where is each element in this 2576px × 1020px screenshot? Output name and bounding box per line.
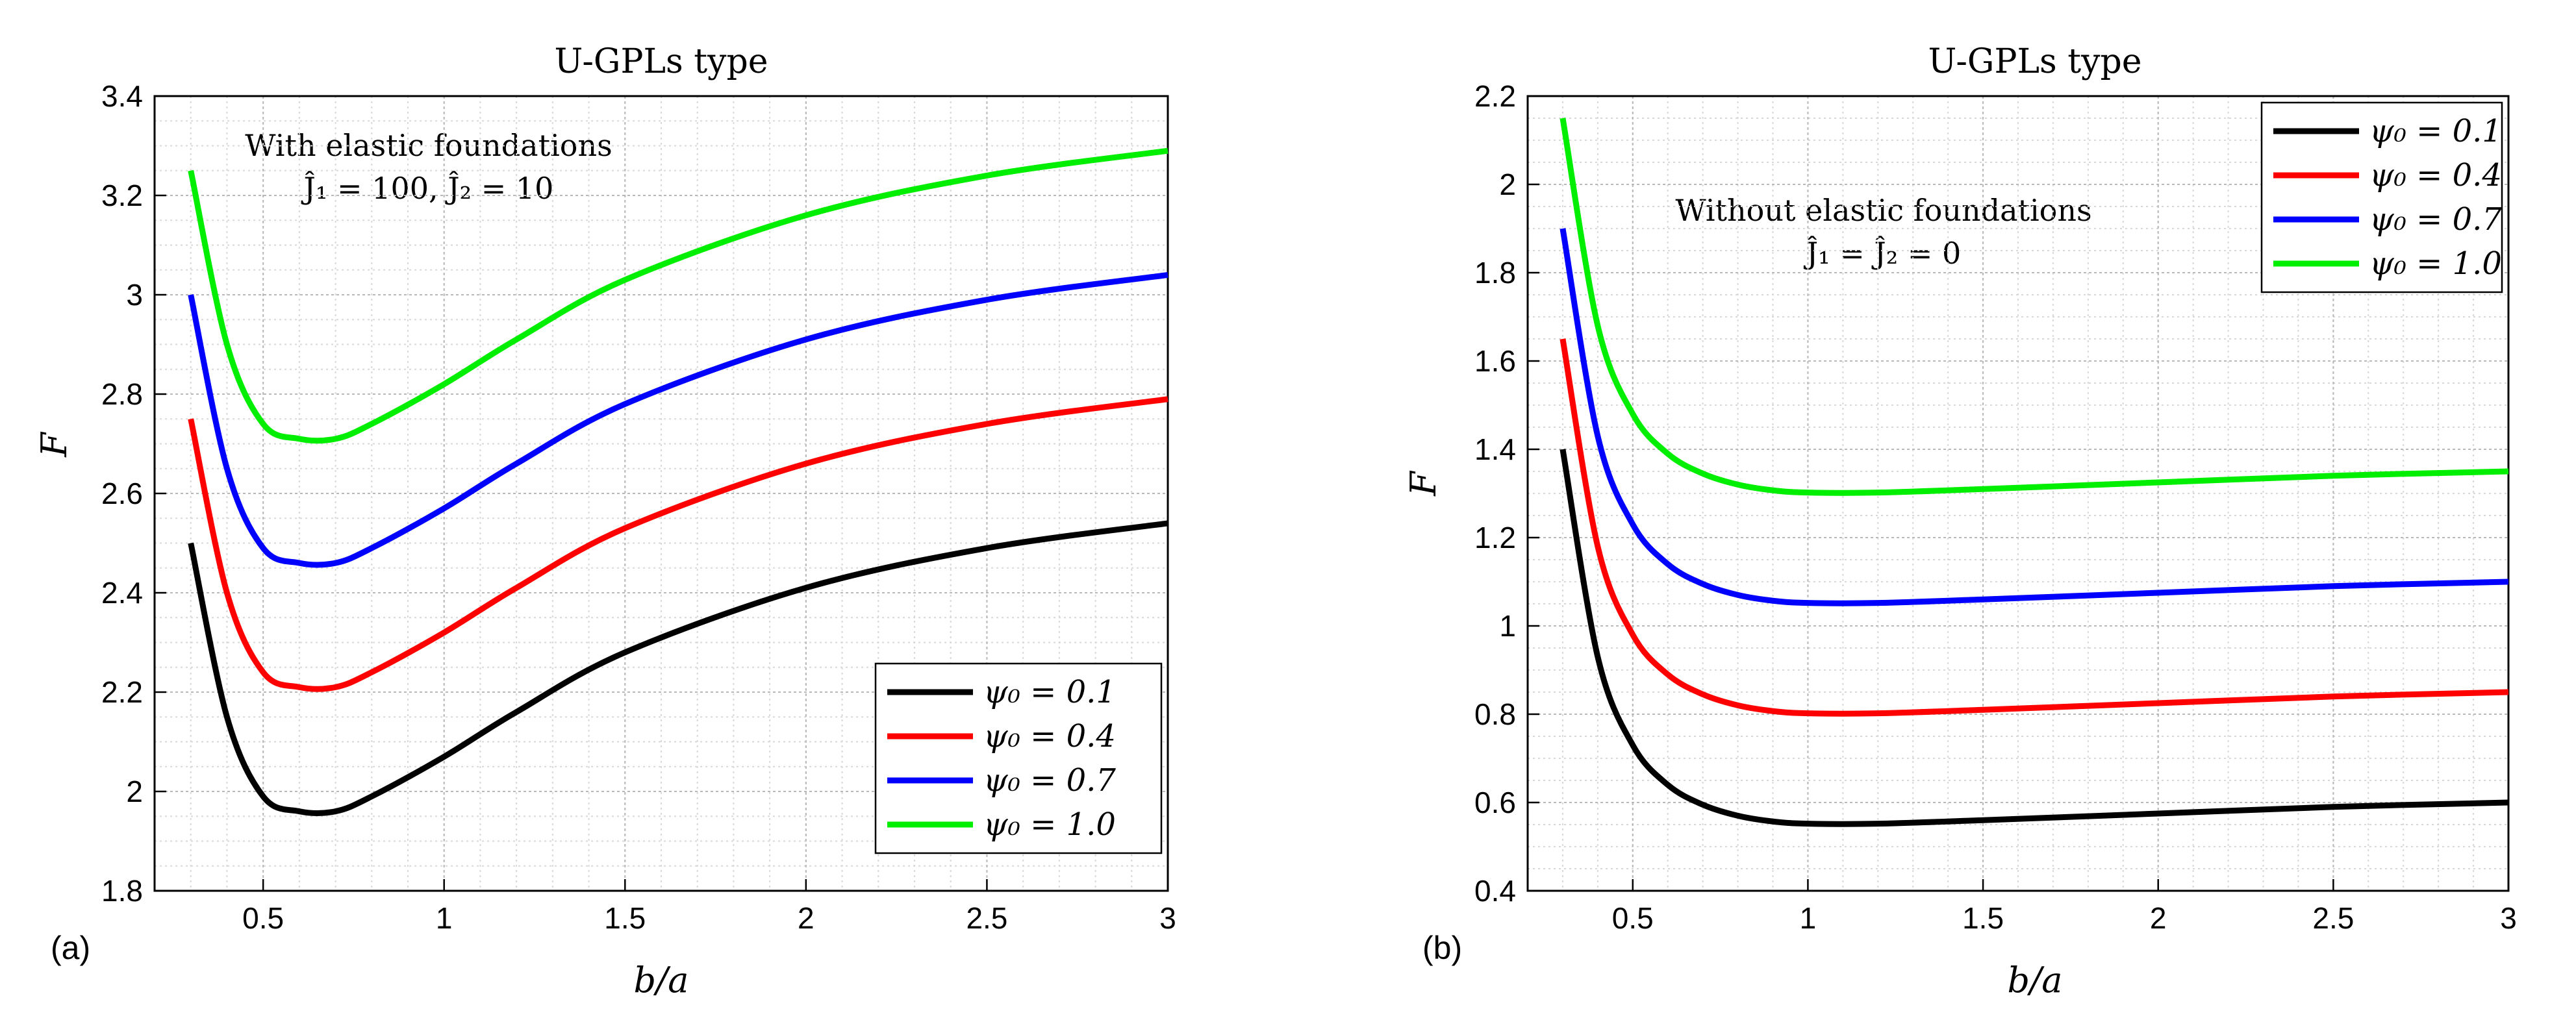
y-tick-label: 1.4: [1474, 432, 1516, 466]
y-tick-label: 0.4: [1474, 874, 1516, 908]
y-tick-label: 3: [126, 278, 143, 312]
panel-b-series-line-4: [1559, 118, 2509, 496]
panel-b-series: [1559, 118, 2509, 827]
x-tick-label: 1.5: [1962, 901, 2004, 935]
panel-a-annotation-line2: Ĵ₁ = 100, Ĵ₂ = 10: [301, 171, 554, 206]
panel-a-series-line-4: [188, 147, 1168, 444]
legend-entry: ψ₀ = 1.0: [983, 806, 1116, 843]
x-tick-label: 1: [1800, 901, 1817, 935]
panel-a-plot-frame: [153, 95, 1169, 892]
panel-a-axes: 0.5 1 1.5 2 2.5 3 1.8 2 2.2 2.4 2.6 2.8 3 3.2 3.4 ψ₀ = …: [101, 79, 1176, 935]
y-tick-label: 3.4: [101, 79, 143, 113]
panel-b-ylabel: F: [1403, 470, 1444, 497]
x-tick-label: 3: [2500, 901, 2517, 935]
x-tick-label: 2.5: [966, 901, 1007, 935]
legend-entry: ψ₀ = 0.7: [2369, 201, 2502, 238]
y-tick-label: 1.2: [1474, 521, 1516, 554]
legend-entry: ψ₀ = 0.7: [983, 762, 1116, 799]
panel-a-series-line-1: [188, 520, 1168, 816]
panel-a-series-line-3: [188, 271, 1168, 568]
y-tick-label: 0.6: [1474, 786, 1516, 819]
x-tick-label: 2: [2150, 901, 2167, 935]
panel-b-legend: ψ₀ = 0.1 ψ₀ = 0.4 ψ₀ = 0.7 ψ₀ = 1.0: [2260, 101, 2503, 293]
panel-a-legend: ψ₀ = 0.1 ψ₀ = 0.4 ψ₀ = 0.7 ψ₀ = 1.0: [874, 662, 1163, 854]
x-tick-label: 1: [436, 901, 453, 935]
y-tick-label: 2: [1499, 168, 1516, 201]
y-tick-label: 1.8: [101, 874, 143, 908]
y-tick-label: 1.6: [1474, 344, 1516, 378]
legend-box: [874, 662, 1163, 854]
plot-layer: 0.5 1 1.5 2 2.5 3 1.8 2 2.2 2.4 2.6 2.8 3 3.2 3.4 ψ₀ = …: [101, 79, 2517, 935]
legend-entry: ψ₀ = 0.1: [983, 674, 1116, 710]
panel-b-series-line-2: [1559, 338, 2509, 717]
y-tick-label: 2.2: [1474, 79, 1516, 113]
x-tick-label: 3: [1159, 901, 1176, 935]
legend-entry: ψ₀ = 0.4: [2369, 157, 2502, 193]
panel-b-title: U-GPLs type: [1928, 42, 2141, 81]
panel-b-ticks: 0.5 1 1.5 2 2.5 3 0.4 0.6 0.8 1 1.2 1.4 1.6 1.8 2 2.2: [1474, 79, 2517, 935]
panel-b-series-line-1: [1559, 449, 2509, 827]
legend-entry: ψ₀ = 0.4: [983, 718, 1116, 754]
y-tick-label: 2: [126, 775, 143, 808]
panel-a-series: [188, 147, 1168, 816]
panel-a-xlabel: b/a: [634, 960, 689, 1001]
panel-b-annotation-line1: Without elastic foundations: [1675, 193, 2091, 228]
legend-box: [2260, 101, 2503, 293]
legend-entry: ψ₀ = 0.1: [2369, 113, 2502, 149]
y-tick-label: 3.2: [101, 179, 143, 212]
x-tick-label: 0.5: [1612, 901, 1654, 935]
y-tick-label: 1.8: [1474, 256, 1516, 290]
panel-b-axes: 0.5 1 1.5 2 2.5 3 0.4 0.6 0.8 1 1.2 1.4 1.6 1.8 2 2.2 ψ₀…: [1474, 79, 2517, 935]
panel-b: U-GPLs type b/a F (b) Without elastic fo…: [1403, 42, 2142, 1001]
panel-a-series-line-2: [188, 396, 1168, 692]
panel-a: U-GPLs type b/a F (a) With elastic found…: [34, 42, 768, 1001]
x-tick-label: 1.5: [604, 901, 646, 935]
x-tick-label: 2.5: [2312, 901, 2354, 935]
y-tick-label: 2.6: [101, 477, 143, 510]
panel-b-label: (b): [1422, 930, 1462, 966]
panel-a-title: U-GPLs type: [554, 42, 768, 81]
x-tick-label: 0.5: [242, 901, 284, 935]
y-tick-label: 1: [1499, 609, 1516, 643]
panel-a-label: (a): [51, 930, 90, 966]
y-tick-label: 0.8: [1474, 697, 1516, 731]
panel-b-annotation-line2: Ĵ₁ = Ĵ₂ = 0: [1804, 236, 1962, 271]
y-tick-label: 2.8: [101, 377, 143, 411]
x-tick-label: 2: [798, 901, 814, 935]
panel-b-xlabel: b/a: [2008, 960, 2063, 1001]
y-tick-label: 2.2: [101, 675, 143, 709]
y-tick-label: 2.4: [101, 576, 143, 610]
panel-b-series-line-3: [1559, 228, 2509, 606]
panel-b-plot-frame: [1526, 95, 2510, 892]
panel-a-ylabel: F: [34, 431, 75, 458]
legend-entry: ψ₀ = 1.0: [2369, 245, 2502, 282]
